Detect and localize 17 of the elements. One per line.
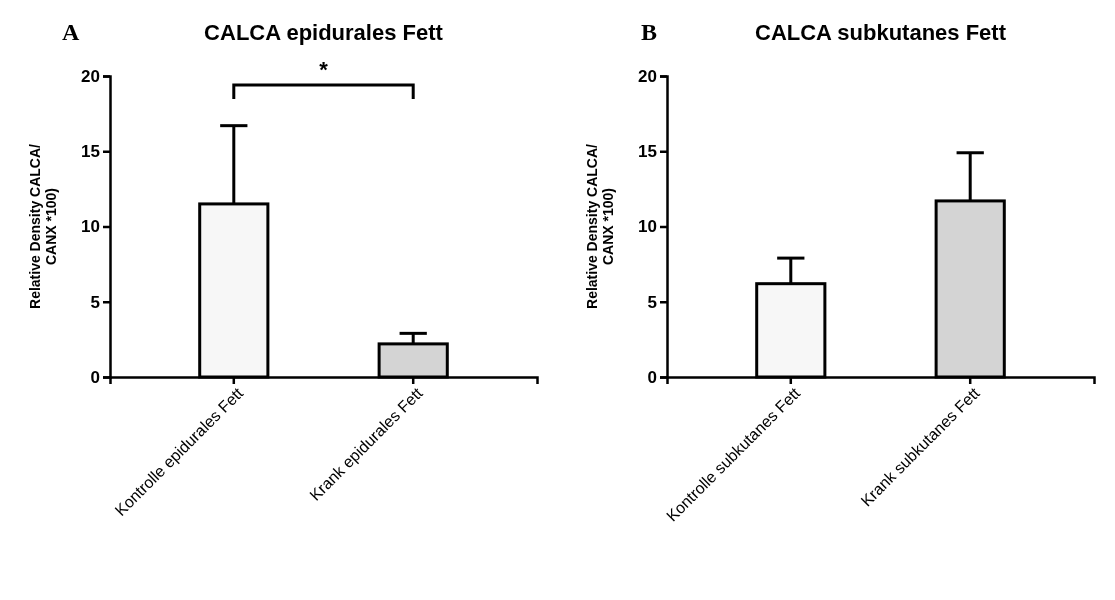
text: A xyxy=(62,19,80,45)
chart-title: CALCA subkutanes Fett xyxy=(755,20,1007,45)
y-axis-title: Relative Density CALCA/ CANX *100) xyxy=(583,143,617,309)
y-tick-label: 15 xyxy=(638,142,657,162)
y-axis-title: Relative Density CALCA/ CANX *100) xyxy=(26,143,60,309)
y-tick-label: 0 xyxy=(647,367,657,387)
y-tick-label: 10 xyxy=(81,217,100,237)
annotation: * xyxy=(319,57,329,83)
y-tick-label: 20 xyxy=(81,66,100,86)
y-tick-label: 20 xyxy=(638,66,657,86)
y-tick-label: 5 xyxy=(90,292,100,312)
chart-title: CALCA epidurales Fett xyxy=(204,20,444,45)
text: B xyxy=(641,19,658,45)
y-tick-label: 15 xyxy=(81,142,100,162)
y-tick-label: 5 xyxy=(647,292,657,312)
y-tick-label: 0 xyxy=(90,367,100,387)
y-tick-label: 10 xyxy=(638,217,657,237)
